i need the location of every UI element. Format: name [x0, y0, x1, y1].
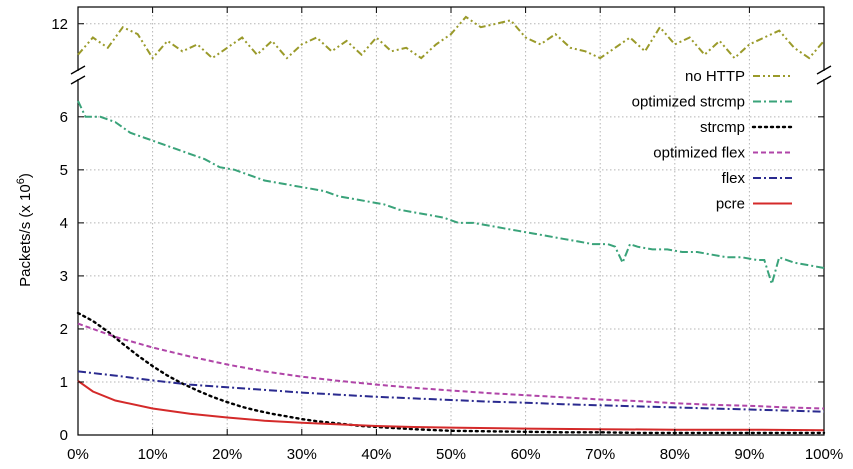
axis-break-mark	[70, 65, 86, 75]
y-axis-label-exponent: 6	[15, 178, 27, 184]
y-tick-label: 3	[60, 268, 68, 285]
x-tick-label: 40%	[361, 446, 391, 463]
plot-area	[70, 6, 832, 436]
axis-break	[70, 65, 832, 85]
x-tick-label: 50%	[436, 446, 466, 463]
x-axis: 0% 10% 20% 30% 40% 50% 60% 70% 80% 90% 100%	[67, 7, 843, 463]
x-tick-label: 80%	[660, 446, 690, 463]
grid-lines	[78, 7, 824, 435]
axis-break-gap-left	[72, 71, 84, 79]
series-line-pcre	[77, 380, 825, 432]
axis-break-mark	[816, 75, 832, 85]
x-tick-label: 30%	[287, 446, 317, 463]
axis-break-mark	[70, 75, 86, 85]
series-line-no-http	[77, 15, 825, 60]
series-line-optimized-strcmp	[77, 100, 825, 288]
legend-label: strcmp	[700, 119, 745, 136]
y-tick-label: 0	[60, 427, 68, 444]
x-tick-label: 20%	[212, 446, 242, 463]
series-line-strcmp	[76, 311, 826, 435]
x-tick-label: 0%	[67, 446, 89, 463]
y-tick-label: 5	[60, 162, 68, 179]
legend-label: pcre	[716, 196, 745, 213]
series-lines	[76, 15, 826, 435]
y-tick-label: 1	[60, 374, 68, 391]
axis-break-mark	[816, 65, 832, 75]
y-tick-label: 6	[60, 109, 68, 126]
x-tick-label: 60%	[511, 446, 541, 463]
x-tick-label: 90%	[734, 446, 764, 463]
series-line-flex	[77, 370, 825, 413]
legend: no HTTP optimized strcmp strcmp optimized f…	[632, 68, 794, 213]
series-line-optimized-flex	[77, 322, 825, 410]
axis-break-gap-right	[818, 71, 830, 79]
x-tick-label: 10%	[138, 446, 168, 463]
y-axis-label-close: )	[17, 173, 34, 178]
legend-label: no HTTP	[685, 68, 745, 85]
legend-label: optimized flex	[653, 145, 745, 162]
y-axis-label-main: Packets/s (x 10	[17, 184, 34, 287]
y-tick-label: 2	[60, 321, 68, 338]
x-tick-label: 70%	[585, 446, 615, 463]
y-tick-label: 4	[60, 215, 68, 232]
y-tick-label: 12	[51, 16, 68, 33]
legend-label: flex	[722, 170, 746, 187]
x-tick-label: 100%	[805, 446, 843, 463]
legend-label: optimized strcmp	[632, 94, 745, 111]
y-axis-label: Packets/s (x 106)	[15, 173, 34, 287]
